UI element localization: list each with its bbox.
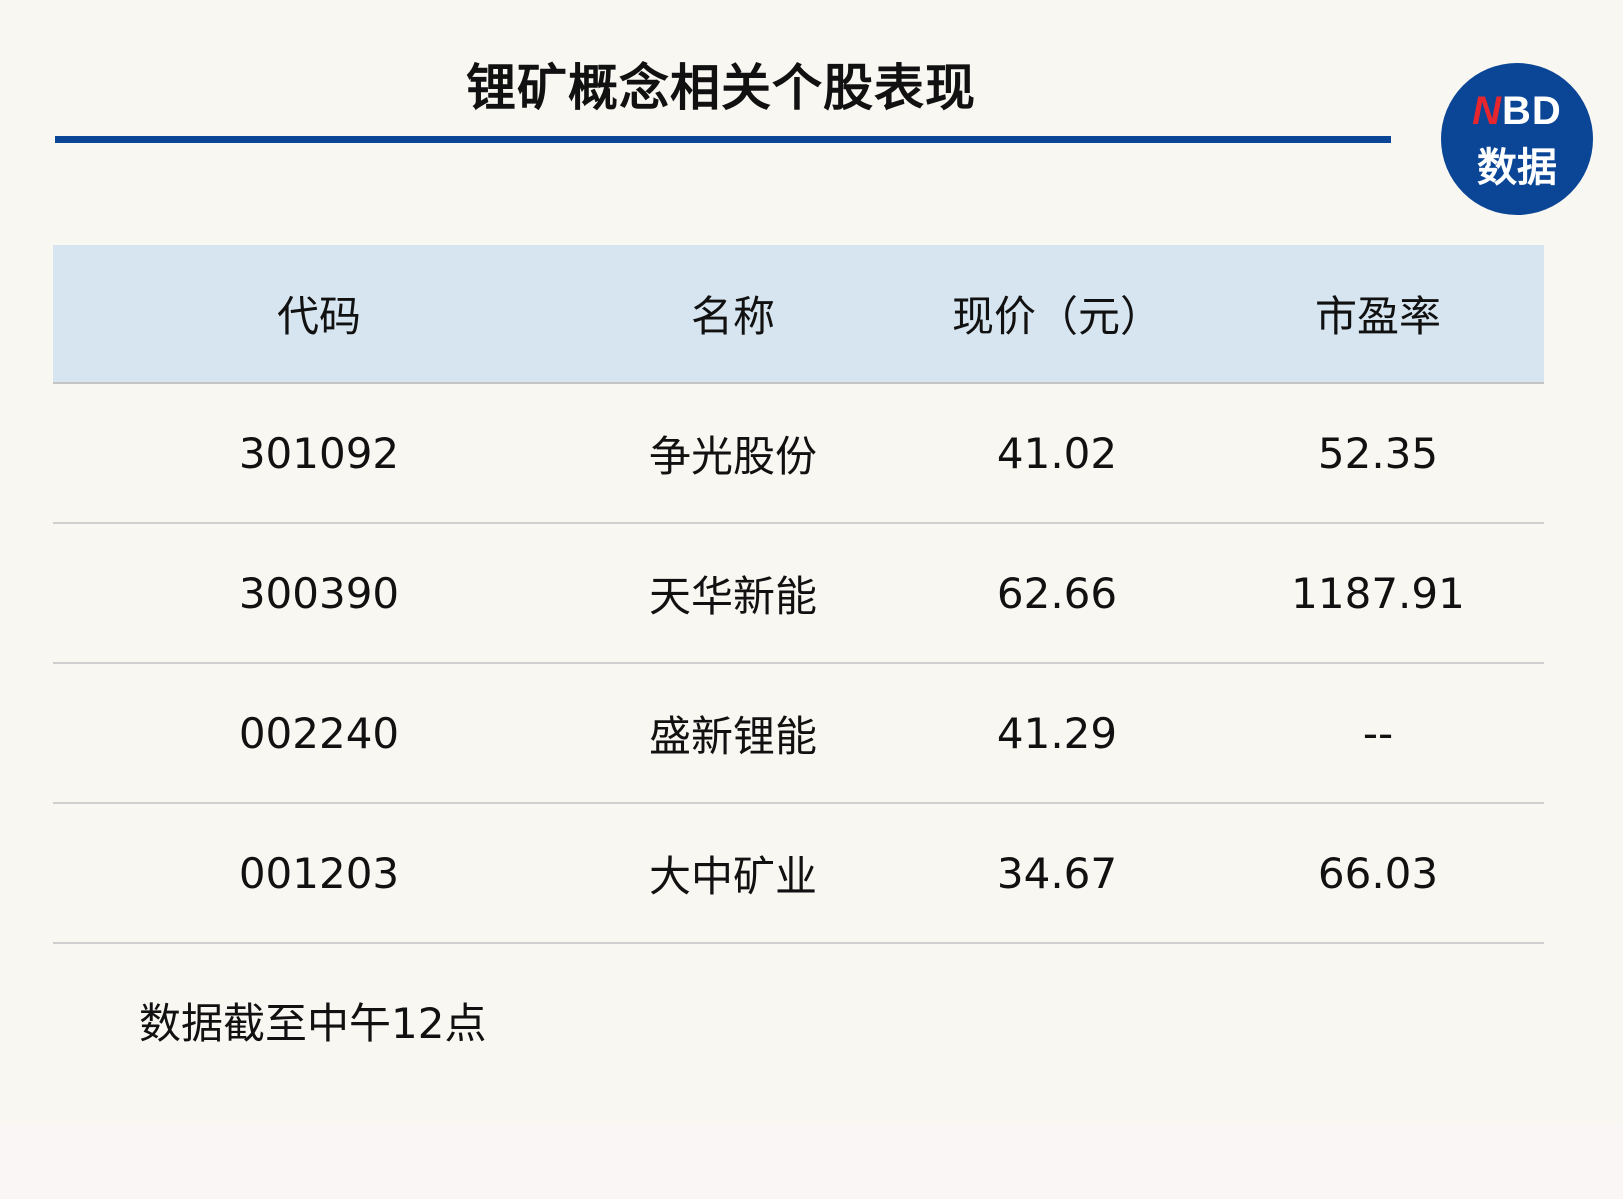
cell-code: 301092 xyxy=(238,428,400,478)
title-divider xyxy=(55,136,1391,143)
cell-price: 41.29 xyxy=(996,708,1118,758)
header-pe: 市盈率 xyxy=(1314,292,1442,341)
cell-code: 001203 xyxy=(238,848,400,898)
cell-price: 62.66 xyxy=(996,568,1118,618)
table-row: 301092 争光股份 41.02 52.35 xyxy=(53,384,1544,524)
nbd-logo: NBD 数据 xyxy=(1441,63,1593,215)
cell-pe: 52.35 xyxy=(1317,428,1439,478)
stock-table: 代码 名称 现价（元） 市盈率 301092 争光股份 41.02 52.35 3003… xyxy=(53,245,1544,944)
cell-code: 300390 xyxy=(238,568,400,618)
bottom-band xyxy=(0,1125,1623,1199)
cell-name: 争光股份 xyxy=(648,431,818,481)
cell-pe: 1187.91 xyxy=(1291,568,1465,618)
header-code: 代码 xyxy=(276,292,362,341)
page-title: 锂矿概念相关个股表现 xyxy=(466,59,976,117)
footnote: 数据截至中午12点 xyxy=(139,999,487,1048)
cell-pe: 66.03 xyxy=(1317,848,1439,898)
table-row: 001203 大中矿业 34.67 66.03 xyxy=(53,804,1544,944)
header-name: 名称 xyxy=(690,292,776,341)
cell-price: 41.02 xyxy=(996,428,1118,478)
cell-price: 34.67 xyxy=(996,848,1118,898)
table-row: 002240 盛新锂能 41.29 -- xyxy=(53,664,1544,804)
cell-name: 盛新锂能 xyxy=(648,711,818,761)
cell-name: 天华新能 xyxy=(648,571,818,621)
table-row: 300390 天华新能 62.66 1187.91 xyxy=(53,524,1544,664)
table-header: 代码 名称 现价（元） 市盈率 xyxy=(53,245,1544,384)
header-price: 现价（元） xyxy=(951,292,1163,341)
cell-name: 大中矿业 xyxy=(648,851,818,901)
cell-code: 002240 xyxy=(238,708,400,758)
cell-pe: -- xyxy=(1362,708,1394,758)
